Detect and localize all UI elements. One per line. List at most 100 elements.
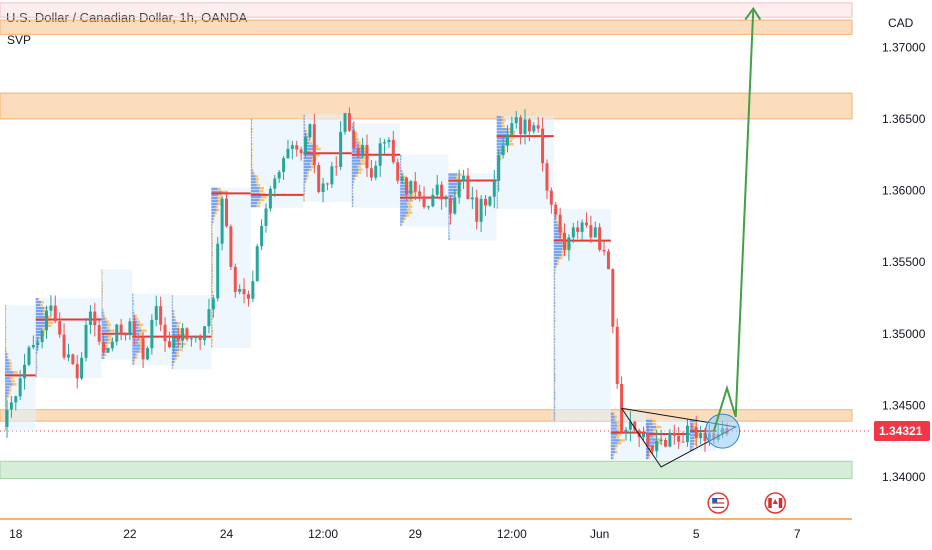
profile-bar: [211, 281, 213, 284]
profile-bar: [407, 202, 411, 205]
profile-bar: [553, 385, 555, 388]
profile-bar: [553, 322, 555, 326]
profile-bar: [132, 299, 134, 303]
x-tick-label: 12:00: [308, 527, 338, 541]
profile-bar: [553, 271, 555, 275]
profile-bar: [408, 211, 413, 214]
profile-bar: [351, 195, 354, 199]
profile-bar: [305, 180, 307, 184]
candle-body: [347, 113, 351, 131]
profile-bar: [211, 202, 218, 206]
profile-bar: [211, 263, 213, 266]
profile-bar: [448, 231, 450, 234]
candle-body: [40, 330, 44, 343]
x-tick-label: 29: [409, 527, 423, 541]
candle-body: [330, 166, 334, 185]
profile-bar: [554, 268, 556, 272]
profile-bar: [135, 353, 138, 356]
profile-bar: [358, 168, 363, 171]
profile-bar: [35, 363, 37, 366]
profile-bar: [101, 299, 103, 302]
candle-body: [308, 124, 312, 138]
profile-bar: [105, 344, 108, 347]
profile-bar: [400, 220, 403, 223]
profile-bar: [5, 419, 6, 422]
profile-bar: [101, 281, 103, 284]
candle-body: [418, 191, 422, 197]
profile-bar: [5, 389, 10, 392]
profile-bar: [36, 369, 38, 372]
profile-bar: [137, 320, 141, 323]
candle-body: [290, 145, 294, 149]
profile-bar: [101, 320, 107, 323]
profile-bar: [553, 379, 556, 382]
profile-bar: [39, 336, 42, 339]
profile-bar: [553, 265, 556, 269]
candle-body: [343, 113, 347, 132]
profile-bar: [619, 439, 625, 442]
profile-bar: [645, 428, 654, 432]
svp-indicator-label[interactable]: SVP: [7, 33, 32, 47]
profile-bar: [250, 175, 256, 178]
profile-bar: [554, 352, 556, 355]
profile-bar: [693, 422, 696, 425]
profile-bar: [496, 185, 498, 188]
profile-bar: [303, 162, 311, 166]
profile-bar: [306, 132, 308, 136]
profile-bar: [656, 441, 663, 444]
ca-flag-icon[interactable]: [764, 492, 786, 514]
profile-bar: [553, 394, 555, 397]
profile-bar: [212, 278, 213, 281]
profile-bar: [178, 345, 183, 349]
profile-bar: [7, 356, 9, 359]
profile-bar: [497, 206, 499, 209]
profile-bar: [171, 363, 174, 367]
profile-bar: [5, 329, 6, 332]
profile-bar: [354, 177, 356, 180]
profile-bar: [5, 380, 12, 383]
profile-bar: [35, 321, 48, 325]
profile-bar: [554, 394, 556, 397]
candle-body: [321, 183, 325, 193]
profile-bar: [401, 223, 403, 226]
profile-bar: [5, 341, 6, 344]
candle-body: [448, 198, 452, 214]
profile-bar: [449, 213, 450, 216]
profile-bar: [304, 186, 306, 190]
profile-bar: [222, 190, 228, 194]
profile-bar: [101, 293, 103, 296]
profile-bar: [138, 350, 143, 353]
candle-body: [523, 119, 527, 135]
profile-bar: [134, 359, 136, 362]
profile-bar: [171, 324, 177, 328]
profile-bar: [35, 357, 37, 360]
profile-bar: [351, 186, 353, 190]
profile-bar: [499, 158, 502, 161]
profile-bar: [553, 301, 555, 305]
profile-bar: [181, 342, 187, 346]
profile-bar: [358, 171, 362, 174]
time-axis: 18 22 24 12:00 29 12:00 Jun 5 7: [0, 518, 852, 541]
profile-bar: [553, 328, 555, 331]
profile-bar: [406, 184, 410, 187]
profile-bar: [448, 222, 450, 225]
profile-bar: [555, 373, 556, 376]
profile-bar: [40, 300, 44, 304]
candle-body: [703, 433, 707, 441]
profile-bar: [304, 192, 305, 196]
profile-bar: [135, 314, 137, 317]
candle-body: [554, 204, 558, 215]
candle-body: [58, 321, 62, 335]
profile-bar: [6, 398, 8, 401]
profile-bar: [35, 324, 46, 328]
profile-bar: [400, 157, 402, 161]
profile-bar: [211, 193, 219, 197]
profile-bar: [101, 308, 103, 311]
us-flag-icon[interactable]: [707, 492, 729, 514]
profile-bar: [211, 257, 213, 260]
profile-bar: [101, 287, 103, 290]
profile-bar: [101, 356, 104, 359]
profile-bar: [689, 439, 695, 443]
profile-bar: [252, 163, 253, 166]
